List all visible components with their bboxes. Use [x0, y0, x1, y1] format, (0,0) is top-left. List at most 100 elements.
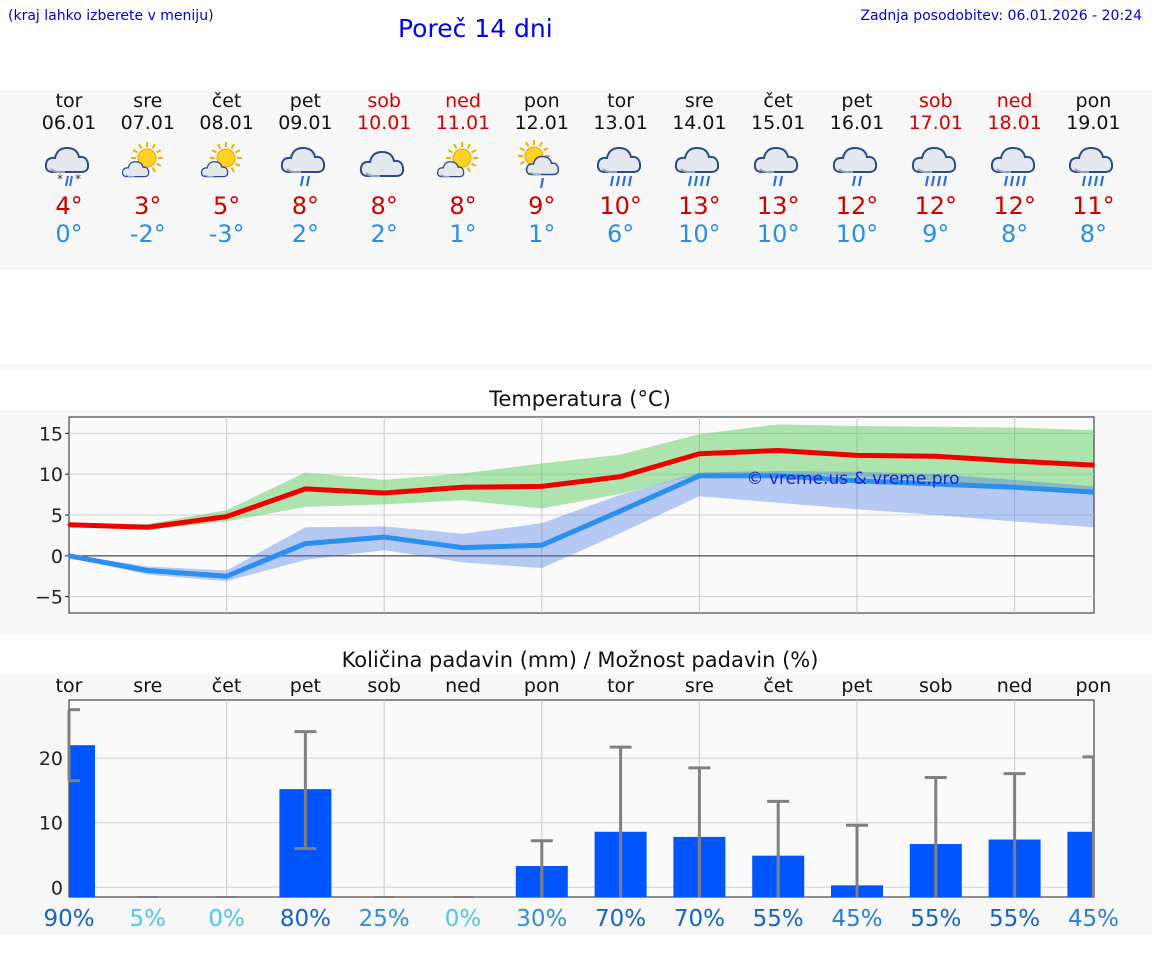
- day-date: 15.01: [750, 112, 806, 134]
- sun-cloud-rain-icon: [517, 140, 559, 189]
- day-column: čet 15.01 13° 10°: [738, 90, 818, 248]
- cloud-rain-icon: [754, 146, 799, 187]
- day-date: 08.01: [199, 112, 254, 134]
- precip-probability: 70%: [674, 906, 725, 932]
- y-tick-label: 10: [39, 464, 63, 486]
- max-temp-point: [1013, 459, 1017, 463]
- precip-probability: 45%: [831, 906, 882, 932]
- temp-min: 10°: [678, 220, 721, 248]
- day-name: pon: [1075, 90, 1112, 112]
- day-name: čet: [763, 90, 793, 112]
- precip-probability: 0%: [208, 906, 245, 932]
- temp-max: 8°: [449, 192, 477, 220]
- max-temp-point: [697, 452, 701, 456]
- max-temp-point: [225, 515, 229, 519]
- max-temp-point: [461, 485, 465, 489]
- max-temp-point: [67, 523, 71, 527]
- day-name: sre: [684, 90, 714, 112]
- cloud-heavy-rain-icon: [990, 146, 1035, 187]
- precip-bar: [1067, 831, 1094, 897]
- cloud-rain-icon: [832, 146, 878, 187]
- temp-max: 8°: [370, 192, 398, 220]
- y-tick-label: −5: [35, 587, 63, 609]
- min-temp-point: [67, 554, 71, 558]
- temp-min: -2°: [129, 220, 166, 248]
- min-temp-line: [68, 473, 1094, 579]
- min-temp-point: [1013, 485, 1017, 489]
- page-title: Poreč 14 dni: [398, 14, 553, 43]
- day-column: sob 10.01 8° 2°: [344, 90, 424, 248]
- day-date: 11.01: [435, 112, 491, 134]
- day-name: ned: [996, 90, 1033, 112]
- y-tick-label: 5: [51, 505, 63, 527]
- max-temp-point: [776, 448, 780, 452]
- day-column: ned 11.01 8° 1°: [423, 90, 503, 248]
- day-name: sre: [133, 90, 163, 112]
- cloud-heavy-rain-icon: [596, 146, 641, 187]
- temp-max: 3°: [134, 192, 162, 220]
- day-date: 19.01: [1066, 112, 1121, 134]
- forecast-panel: [0, 90, 1152, 270]
- day-column: pon 12.01 9° 1°: [502, 90, 582, 248]
- last-update: Zadnja posodobitev: 06.01.2026 - 20:24: [860, 8, 1142, 24]
- temp-min: 8°: [1079, 220, 1108, 248]
- temp-max: 12°: [835, 192, 879, 220]
- day-name: sob: [367, 90, 401, 112]
- day-date: 09.01: [278, 112, 333, 134]
- category-label: ned: [445, 675, 481, 697]
- temp-min: 0°: [55, 220, 83, 248]
- temp-max: 10°: [599, 192, 642, 220]
- max-temp-point: [303, 487, 307, 491]
- temp-max: 12°: [914, 192, 958, 220]
- min-temp-point: [619, 509, 623, 513]
- temp-max: 8°: [291, 192, 320, 220]
- min-temp-point: [303, 542, 307, 546]
- max-temp-point: [146, 525, 150, 529]
- min-temp-point: [697, 474, 701, 478]
- day-column: tor 06.01 * * 4° 0°: [29, 90, 109, 248]
- day-date: 13.01: [593, 112, 648, 134]
- svg-text:*: *: [57, 172, 63, 186]
- min-temp-point: [1091, 490, 1095, 494]
- sun-cloud-icon: [436, 142, 478, 178]
- temp-max: 9°: [528, 192, 556, 220]
- cloud-rain-icon: [281, 146, 326, 187]
- min-temp-point: [146, 569, 150, 573]
- day-date: 17.01: [908, 112, 963, 134]
- day-column: ned 18.01 12° 8°: [975, 90, 1055, 248]
- day-date: 06.01: [41, 112, 97, 134]
- day-date: 16.01: [829, 112, 885, 134]
- precip-bar: [69, 745, 95, 897]
- temp-min: -3°: [208, 220, 245, 248]
- max-temp-point: [619, 475, 623, 479]
- day-name: pet: [841, 90, 873, 112]
- precip-probability: 90%: [43, 906, 94, 932]
- day-name: pon: [523, 90, 560, 112]
- category-label: tor: [607, 675, 634, 697]
- temp-max: 4°: [55, 192, 83, 220]
- min-temp-point: [855, 479, 859, 483]
- temp-min: 1°: [449, 220, 477, 248]
- max-temp-point: [382, 491, 386, 495]
- cloud-heavy-rain-icon: [675, 146, 720, 187]
- y-tick-label: 0: [51, 546, 63, 568]
- temp-min: 1°: [528, 220, 556, 248]
- cloud-heavy-rain-icon: [911, 146, 956, 187]
- day-date: 10.01: [356, 112, 412, 134]
- day-name: ned: [445, 90, 481, 112]
- y-tick-label: 10: [39, 813, 63, 835]
- category-label: čet: [763, 675, 793, 697]
- day-date: 07.01: [120, 112, 175, 134]
- divider: [0, 364, 1152, 370]
- category-label: sob: [367, 675, 401, 697]
- precip-probability: 55%: [989, 906, 1040, 932]
- temp-min: 2°: [291, 220, 320, 248]
- day-date: 18.01: [987, 112, 1042, 134]
- temp-max: 5°: [212, 192, 241, 220]
- min-temp-point: [382, 535, 386, 539]
- max-temp-point: [540, 484, 544, 488]
- y-tick-label: 20: [39, 748, 63, 770]
- location-hint: (kraj lahko izberete v meniju): [8, 8, 214, 24]
- day-column: čet 08.01 5° -3°: [187, 90, 267, 248]
- precip-probability: 80%: [280, 906, 331, 932]
